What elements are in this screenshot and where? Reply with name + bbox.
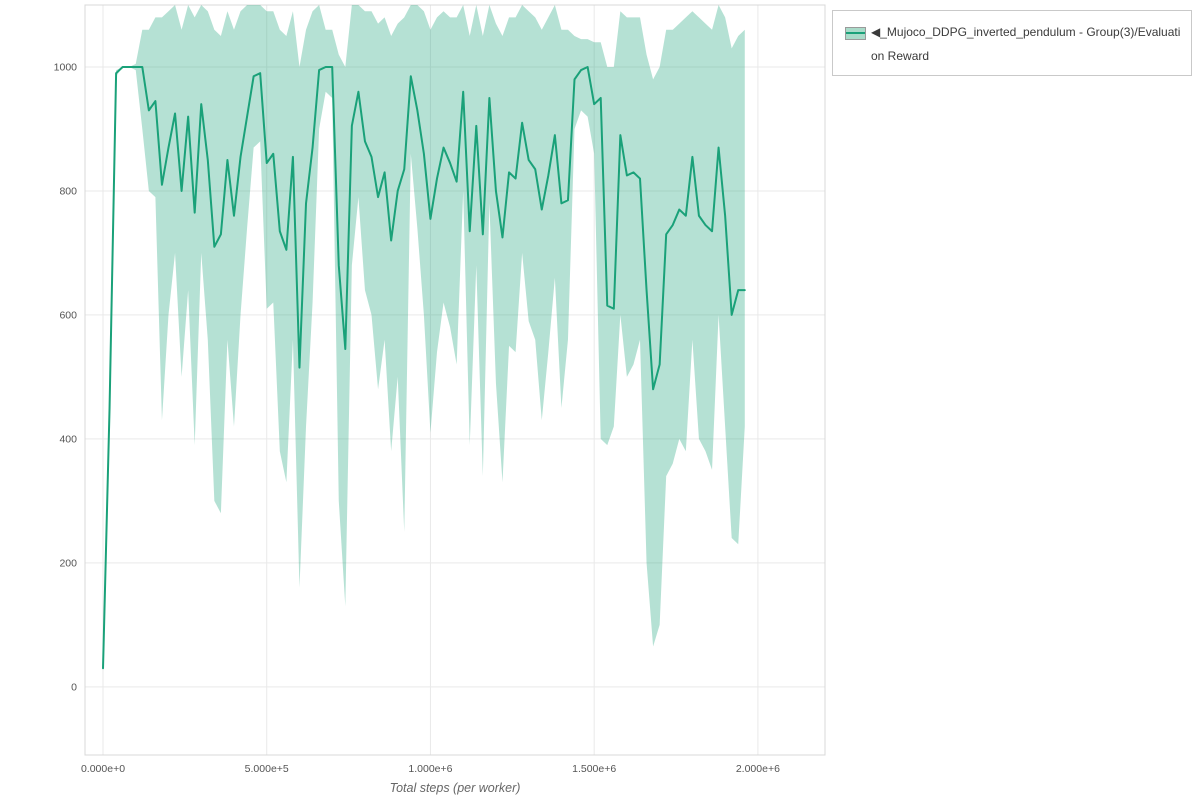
mean-line [102,65,746,670]
legend-swatch-icon [845,27,866,40]
x-tick-label: 1.000e+6 [408,763,452,775]
x-axis-title: Total steps (per worker) [389,781,521,795]
confidence-band [103,5,745,672]
y-tick-label: 0 [71,681,77,693]
y-tick-label: 800 [59,185,77,197]
legend-swatch-line-icon [846,32,865,34]
x-tick-label: 1.500e+6 [572,763,616,775]
y-tick-label: 1000 [54,61,78,73]
legend-item[interactable]: ◀_Mujoco_DDPG_inverted_pendulum - Group(… [845,20,1181,68]
legend[interactable]: ◀_Mujoco_DDPG_inverted_pendulum - Group(… [832,10,1192,76]
y-tick-label: 600 [59,309,77,321]
legend-label-text: _Mujoco_DDPG_inverted_pendulum - Group(3… [871,25,1181,63]
x-tick-label: 2.000e+6 [736,763,780,775]
x-tick-label: 0.000e+0 [81,763,125,775]
legend-collapse-icon[interactable]: ◀ [871,25,881,39]
plot-border [84,4,826,756]
y-tick-label: 200 [59,557,77,569]
y-tick-label: 400 [59,433,77,445]
x-tick-label: 5.000e+5 [245,763,289,775]
